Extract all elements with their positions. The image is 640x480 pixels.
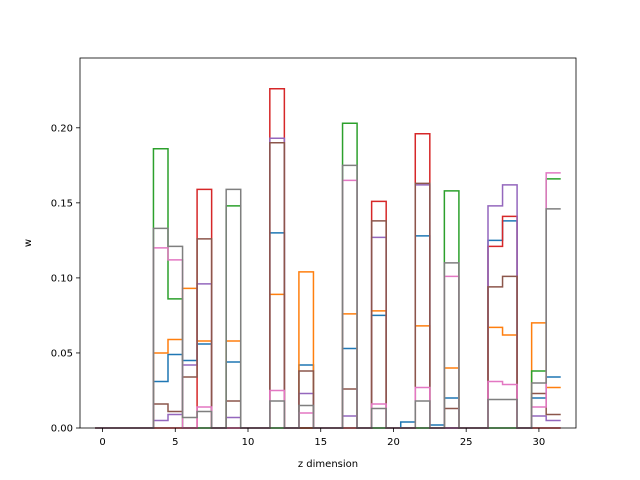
x-tick-label: 25 (460, 437, 473, 448)
y-tick-label: 0.05 (51, 348, 73, 359)
x-tick-label: 30 (533, 437, 546, 448)
x-tick-label: 20 (387, 437, 400, 448)
plot-frame (79, 57, 577, 429)
x-tick-label: 10 (242, 437, 255, 448)
plot-area (79, 57, 577, 429)
y-tick-label: 0.15 (51, 198, 73, 209)
x-tick-label: 5 (172, 437, 178, 448)
x-tick-label: 15 (314, 437, 327, 448)
x-tick-label: 0 (99, 437, 105, 448)
y-tick-label: 0.20 (51, 123, 73, 134)
x-axis-ticks: 0 5 10 15 20 25 30 (99, 428, 545, 448)
plot-background (80, 58, 576, 428)
y-axis-ticks: 0.00 0.05 0.10 0.15 0.20 (51, 123, 80, 435)
y-tick-label: 0.10 (51, 273, 73, 284)
x-axis-label: z dimension (298, 459, 358, 470)
y-axis-label: w (23, 239, 34, 247)
y-tick-label: 0.00 (51, 424, 73, 435)
